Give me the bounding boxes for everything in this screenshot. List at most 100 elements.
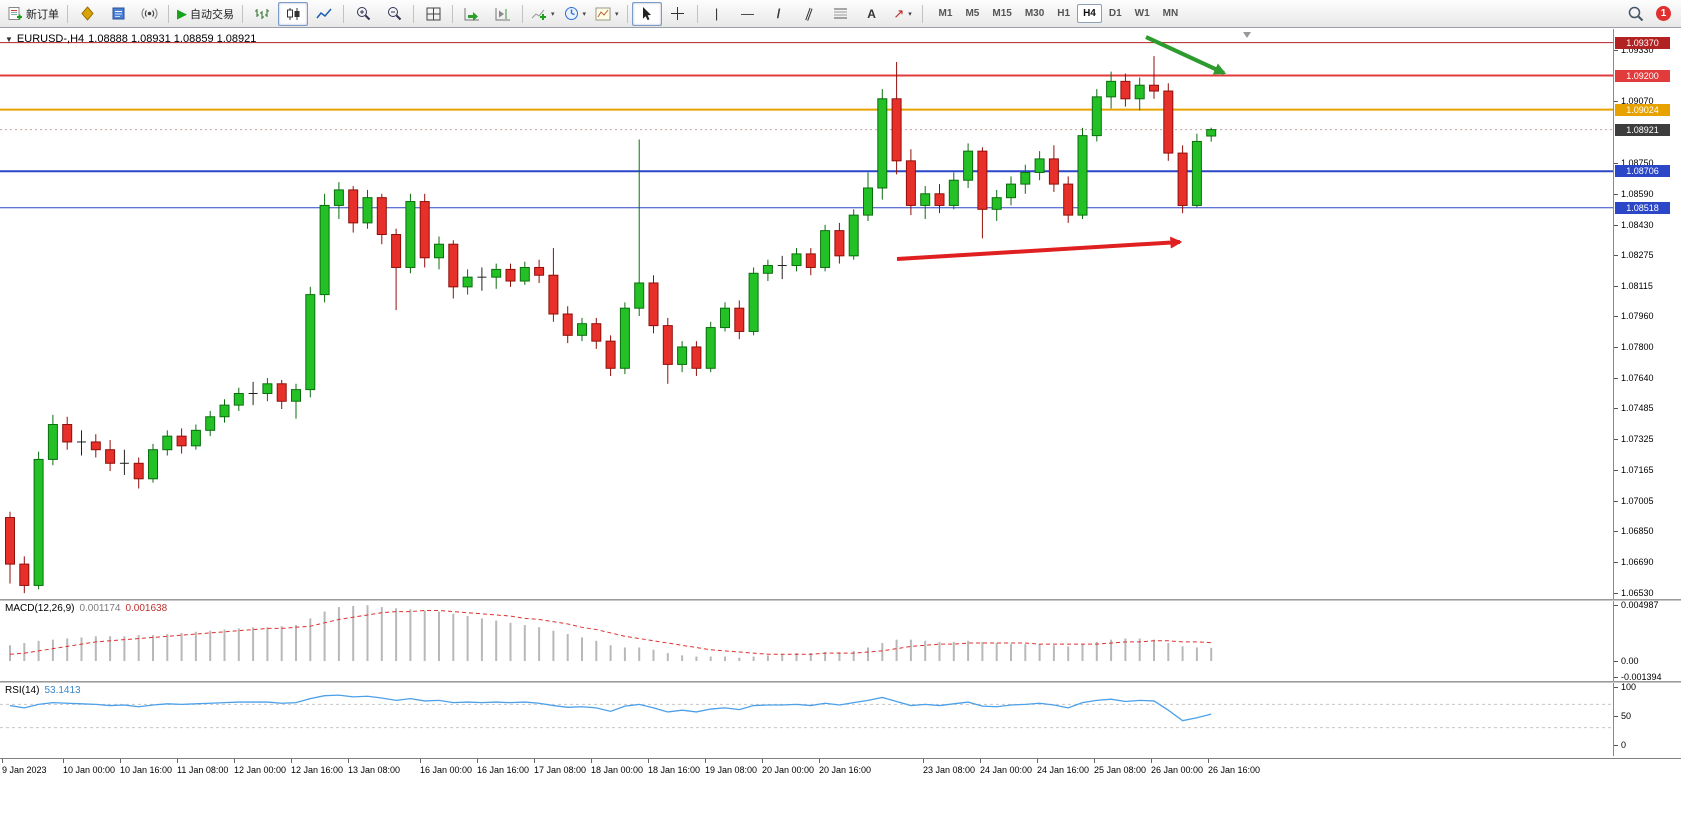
macd-axis[interactable]: 0.004987 0.00 -0.001394 [1613,600,1681,682]
price-tick-label: 1.06690 [1621,557,1654,568]
candle [977,147,988,239]
time-tick [291,759,292,763]
candle [33,451,44,590]
time-label: 24 Jan 16:00 [1037,765,1090,775]
zoom-out-button[interactable] [379,2,409,26]
zoom-in-button[interactable] [348,2,378,26]
price-axis[interactable]: 1.09330 1.09070 1.08750 1.08590 1.08430 1.082… [1613,29,1681,599]
candlestick-chart-icon [285,7,301,21]
time-label: 24 Jan 00:00 [980,765,1033,775]
candle [1149,56,1159,99]
auto-scroll-button[interactable] [457,2,487,26]
auto-trading-button[interactable]: ▶ 自动交易 [173,2,238,26]
navigator-button[interactable] [103,2,133,26]
candle [362,189,373,229]
new-order-button[interactable]: 新订单 [4,2,63,26]
notification-badge[interactable]: 1 [1656,6,1671,21]
panel-separator[interactable] [0,681,1681,683]
bar-chart-button[interactable] [247,2,277,26]
timeframe-m5[interactable]: M5 [965,8,980,19]
timeframe-mn[interactable]: MN [1162,8,1179,19]
fibonacci-tool-button[interactable] [826,2,856,26]
candlestick-chart-button[interactable] [278,1,308,26]
candle [963,143,974,188]
panel-separator[interactable] [0,599,1681,601]
auto-trading-icon: ▶ [177,6,187,21]
time-label: 10 Jan 00:00 [63,765,116,775]
cursor-icon [640,6,654,21]
price-tick-label: 1.08750 [1621,157,1654,168]
tile-windows-button[interactable] [418,2,448,26]
timeframe-w1[interactable]: W1 [1134,8,1150,19]
axis-tick [1614,661,1618,662]
toolbar-separator [67,4,68,23]
candle [1191,133,1202,208]
candle [391,228,402,311]
timeframe-m15[interactable]: M15 [992,8,1012,19]
time-axis[interactable]: 9 Jan 2023 10 Jan 00:00 10 Jan 16:00 11 Jan… [0,758,1681,783]
axis-tick [1614,408,1618,410]
vertical-line-icon: | [714,6,719,21]
indicators-button[interactable]: ▾ [527,2,559,26]
main-chart-canvas[interactable] [0,29,1613,599]
auto-scroll-icon [464,7,480,21]
candle [934,184,945,214]
time-tick [420,759,421,763]
axis-tick [1614,377,1618,379]
trendline-tool-button[interactable]: / [764,2,794,26]
axis-tick [1614,162,1618,164]
price-badge-1.08921: 1.08921 [1615,123,1670,136]
macd-axis-label: 0.004987 [1621,600,1659,610]
vertical-line-tool-button[interactable]: | [702,2,732,26]
candle [434,236,444,270]
signals-button[interactable] [134,2,164,26]
chart-shift-button[interactable] [488,2,518,26]
timeframe-m1[interactable]: M1 [938,8,953,19]
axis-tick [1614,501,1618,503]
candle [863,172,873,221]
rsi-axis[interactable]: 100 50 0 [1613,682,1681,756]
red-right-arrow[interactable] [896,236,1183,261]
arrows-tool-button[interactable]: ↗ ▾ [888,2,918,26]
axis-tick [1614,254,1618,256]
toolbar-separator [168,4,169,23]
candle [720,302,730,332]
axis-tick [1614,593,1618,595]
chart-shift-marker[interactable] [1243,32,1251,38]
candle [5,511,15,584]
line-chart-button[interactable] [309,2,339,26]
rsi-panel: RSI(14) 53.1413 100 50 0 [0,682,1681,756]
time-label: 16 Jan 00:00 [420,765,473,775]
cursor-tool-button[interactable] [631,1,662,26]
text-tool-button[interactable]: A [857,2,887,26]
macd-main-value: 0.001174 [79,603,121,614]
candle [748,267,759,336]
time-label: 9 Jan 2023 [2,765,47,775]
macd-signal-line [9,609,1212,655]
price-tick-label: 1.08430 [1621,219,1654,230]
line-chart-icon [316,7,332,21]
green-down-arrow[interactable] [1145,35,1227,75]
channel-tool-button[interactable]: ∥ [795,2,825,26]
metaeditor-button[interactable] [72,2,102,26]
macd-canvas[interactable] [0,601,1613,681]
candle [1006,176,1016,206]
time-tick [923,759,924,763]
timeframe-h1[interactable]: H1 [1057,8,1071,19]
candle [1120,73,1131,107]
axis-tick [1614,531,1618,533]
templates-button[interactable]: ▾ [591,2,623,26]
timeframe-d1[interactable]: D1 [1108,8,1122,19]
candle [991,189,1002,221]
horizontal-line-tool-button[interactable]: — [733,2,763,26]
periods-button[interactable]: ▾ [560,2,591,26]
macd-name: MACD(12,26,9) [5,603,75,614]
search-button[interactable] [1621,2,1651,26]
crosshair-tool-button[interactable] [663,2,693,26]
rsi-canvas[interactable] [0,683,1613,756]
candle [190,424,201,450]
symbol-dropdown-icon[interactable]: ▼ [5,34,13,44]
timeframe-h4[interactable]: H4 [1077,4,1102,23]
price-tick-label: 1.08590 [1621,188,1654,199]
timeframe-m30[interactable]: M30 [1024,8,1045,19]
